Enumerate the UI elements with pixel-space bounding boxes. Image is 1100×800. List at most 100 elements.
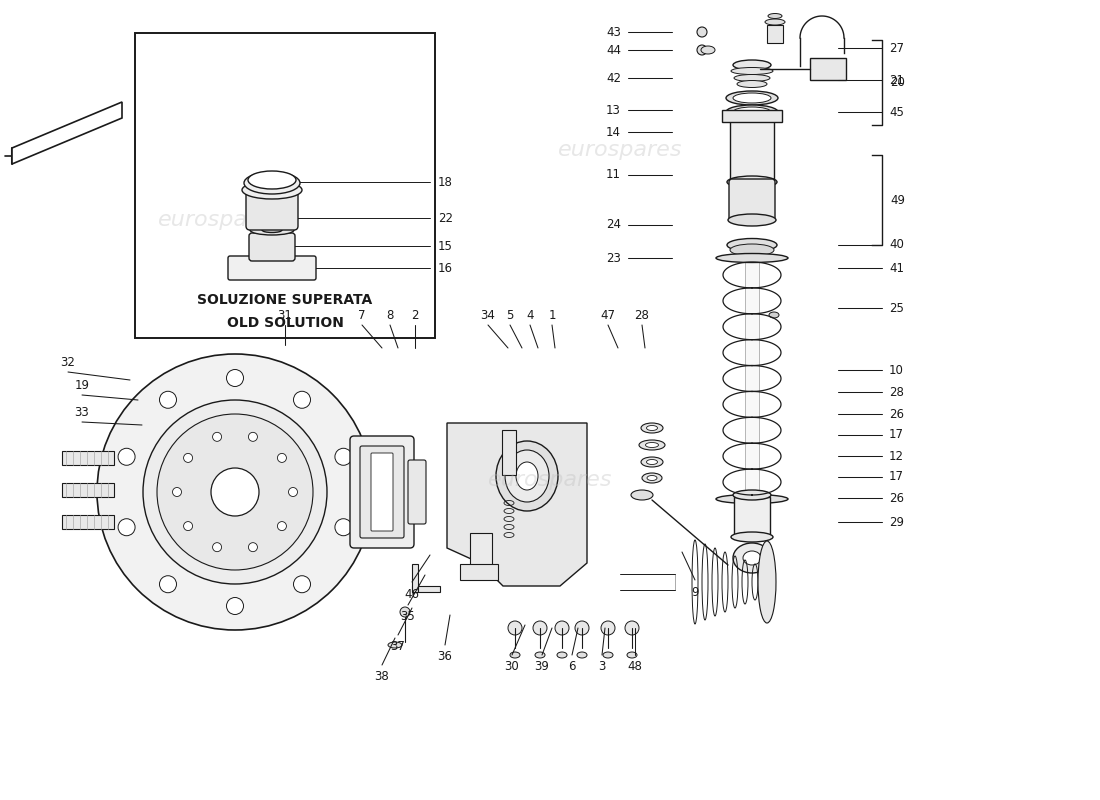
- Text: 33: 33: [75, 406, 89, 418]
- Ellipse shape: [733, 490, 771, 500]
- Circle shape: [118, 518, 135, 536]
- Ellipse shape: [726, 91, 778, 105]
- Ellipse shape: [733, 93, 771, 103]
- Circle shape: [97, 354, 373, 630]
- Ellipse shape: [647, 426, 658, 430]
- FancyBboxPatch shape: [135, 33, 435, 338]
- Ellipse shape: [733, 60, 771, 70]
- Ellipse shape: [250, 225, 294, 235]
- Ellipse shape: [647, 475, 657, 481]
- Ellipse shape: [730, 244, 774, 256]
- FancyBboxPatch shape: [371, 453, 393, 531]
- Text: 41: 41: [889, 262, 904, 274]
- Text: 27: 27: [889, 42, 904, 54]
- Text: 29: 29: [889, 515, 904, 529]
- FancyBboxPatch shape: [249, 233, 295, 261]
- Circle shape: [508, 621, 522, 635]
- Ellipse shape: [388, 642, 401, 648]
- Text: 46: 46: [405, 587, 419, 601]
- Text: 25: 25: [889, 302, 904, 314]
- Text: 40: 40: [889, 238, 904, 251]
- Circle shape: [288, 487, 297, 497]
- Text: 22: 22: [438, 211, 453, 225]
- Text: 26: 26: [889, 407, 904, 421]
- Ellipse shape: [769, 312, 779, 318]
- Text: 48: 48: [628, 661, 642, 674]
- Text: 8: 8: [386, 309, 394, 322]
- Ellipse shape: [646, 442, 659, 447]
- Circle shape: [277, 522, 286, 530]
- Ellipse shape: [726, 105, 778, 119]
- FancyBboxPatch shape: [62, 515, 114, 529]
- Circle shape: [334, 448, 352, 466]
- Circle shape: [294, 391, 310, 408]
- Ellipse shape: [734, 74, 770, 82]
- Text: 44: 44: [606, 43, 621, 57]
- Circle shape: [143, 400, 327, 584]
- Text: 17: 17: [889, 429, 904, 442]
- Circle shape: [173, 487, 182, 497]
- Ellipse shape: [505, 450, 549, 502]
- Circle shape: [277, 454, 286, 462]
- Circle shape: [157, 414, 314, 570]
- Text: 16: 16: [438, 262, 453, 274]
- Text: 47: 47: [601, 309, 616, 322]
- Ellipse shape: [758, 541, 776, 623]
- Ellipse shape: [639, 440, 665, 450]
- Text: eurospares: eurospares: [558, 140, 682, 160]
- Text: 42: 42: [606, 71, 621, 85]
- Text: 1: 1: [548, 309, 556, 322]
- FancyBboxPatch shape: [729, 179, 776, 221]
- FancyBboxPatch shape: [734, 497, 770, 535]
- Ellipse shape: [578, 652, 587, 658]
- Ellipse shape: [642, 473, 662, 483]
- Bar: [470, 533, 492, 573]
- Ellipse shape: [742, 551, 761, 565]
- Bar: [502, 430, 516, 475]
- Text: eurospares: eurospares: [487, 470, 613, 490]
- Ellipse shape: [641, 457, 663, 467]
- Text: 11: 11: [606, 169, 621, 182]
- Ellipse shape: [716, 494, 788, 503]
- Ellipse shape: [510, 652, 520, 658]
- FancyBboxPatch shape: [62, 483, 114, 497]
- Bar: [460, 564, 498, 580]
- Circle shape: [400, 607, 410, 617]
- Ellipse shape: [641, 423, 663, 433]
- Circle shape: [534, 621, 547, 635]
- Text: 19: 19: [75, 378, 89, 391]
- Ellipse shape: [768, 14, 782, 18]
- Text: 10: 10: [889, 363, 904, 377]
- Text: 34: 34: [481, 309, 495, 322]
- Bar: [745, 262, 759, 500]
- Text: eurospares: eurospares: [157, 210, 283, 230]
- Ellipse shape: [732, 67, 773, 74]
- Text: 5: 5: [506, 309, 514, 322]
- Text: 39: 39: [535, 661, 549, 674]
- Text: 12: 12: [889, 450, 904, 462]
- FancyBboxPatch shape: [730, 118, 774, 180]
- Text: 38: 38: [375, 670, 389, 683]
- FancyBboxPatch shape: [350, 436, 414, 548]
- Circle shape: [697, 27, 707, 37]
- Text: SOLUZIONE SUPERATA: SOLUZIONE SUPERATA: [197, 293, 373, 307]
- Circle shape: [160, 391, 176, 408]
- Ellipse shape: [496, 441, 558, 511]
- Polygon shape: [12, 102, 122, 164]
- Text: 36: 36: [438, 650, 452, 663]
- Text: 49: 49: [890, 194, 905, 206]
- Circle shape: [184, 522, 192, 530]
- Ellipse shape: [557, 652, 566, 658]
- Text: 3: 3: [598, 661, 606, 674]
- FancyBboxPatch shape: [62, 451, 114, 465]
- Circle shape: [211, 468, 258, 516]
- Circle shape: [184, 454, 192, 462]
- Text: 30: 30: [505, 661, 519, 674]
- Ellipse shape: [631, 490, 653, 500]
- Ellipse shape: [727, 238, 777, 251]
- Ellipse shape: [244, 172, 300, 194]
- Circle shape: [249, 432, 257, 442]
- Circle shape: [575, 621, 589, 635]
- Text: 43: 43: [606, 26, 621, 38]
- Text: 17: 17: [889, 470, 904, 483]
